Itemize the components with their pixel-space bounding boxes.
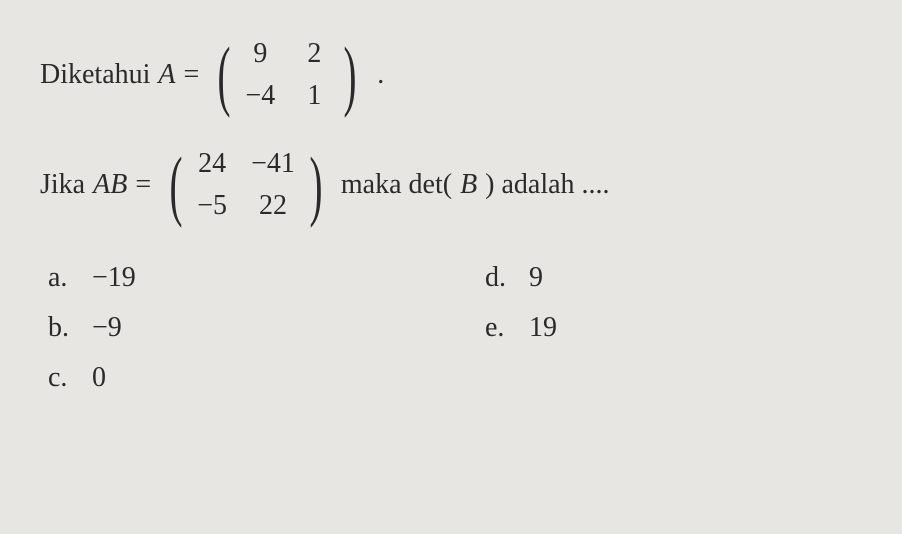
option-label: e. (485, 312, 509, 344)
text-jika: Jika (40, 169, 85, 201)
matrix-A: ( 9 2 −4 1 ) (211, 30, 363, 120)
matrix-cell: 1 (299, 80, 329, 112)
option-value: 9 (529, 262, 579, 294)
matrix-AB: ( 24 −41 −5 22 ) (163, 140, 329, 230)
equals-2: = (135, 169, 151, 201)
matrix-cell: 22 (251, 190, 295, 222)
matrix-cell: 2 (299, 38, 329, 70)
variable-AB: AB (93, 169, 127, 201)
matrix-cell: 24 (197, 148, 227, 180)
option-label: b. (48, 312, 72, 344)
paren-left-icon: ( (170, 150, 183, 220)
matrix-cell: 9 (245, 38, 275, 70)
variable-A: A (158, 59, 175, 91)
problem-content: Diketahui A = ( 9 2 −4 1 ) . Jika AB = (… (40, 30, 862, 394)
option-value: 19 (529, 312, 579, 344)
matrix-cell: −5 (197, 190, 227, 222)
option-label: a. (48, 262, 72, 294)
paren-right-icon: ) (344, 40, 357, 110)
matrix-A-cells: 9 2 −4 1 (237, 30, 337, 120)
equals-1: = (184, 59, 200, 91)
text-diketahui: Diketahui (40, 59, 150, 91)
option-e: e. 19 (485, 312, 862, 344)
matrix-AB-cells: 24 −41 −5 22 (189, 140, 303, 230)
line-2: Jika AB = ( 24 −41 −5 22 ) maka det(B) a… (40, 140, 862, 230)
option-c: c. 0 (48, 362, 425, 394)
answer-options: a. −19 d. 9 b. −9 e. 19 c. 0 (40, 262, 862, 394)
option-value: −9 (92, 312, 142, 344)
paren-right-icon: ) (309, 150, 322, 220)
period: . (377, 59, 384, 91)
option-label: d. (485, 262, 509, 294)
text-maka-det: maka det( (341, 169, 452, 201)
matrix-cell: −4 (245, 80, 275, 112)
option-label: c. (48, 362, 72, 394)
variable-B: B (460, 169, 477, 201)
option-d: d. 9 (485, 262, 862, 294)
option-a: a. −19 (48, 262, 425, 294)
line-1: Diketahui A = ( 9 2 −4 1 ) . (40, 30, 862, 120)
option-value: −19 (92, 262, 142, 294)
option-value: 0 (92, 362, 142, 394)
text-adalah: ) adalah .... (485, 169, 609, 201)
paren-left-icon: ( (218, 40, 231, 110)
option-b: b. −9 (48, 312, 425, 344)
matrix-cell: −41 (251, 148, 295, 180)
